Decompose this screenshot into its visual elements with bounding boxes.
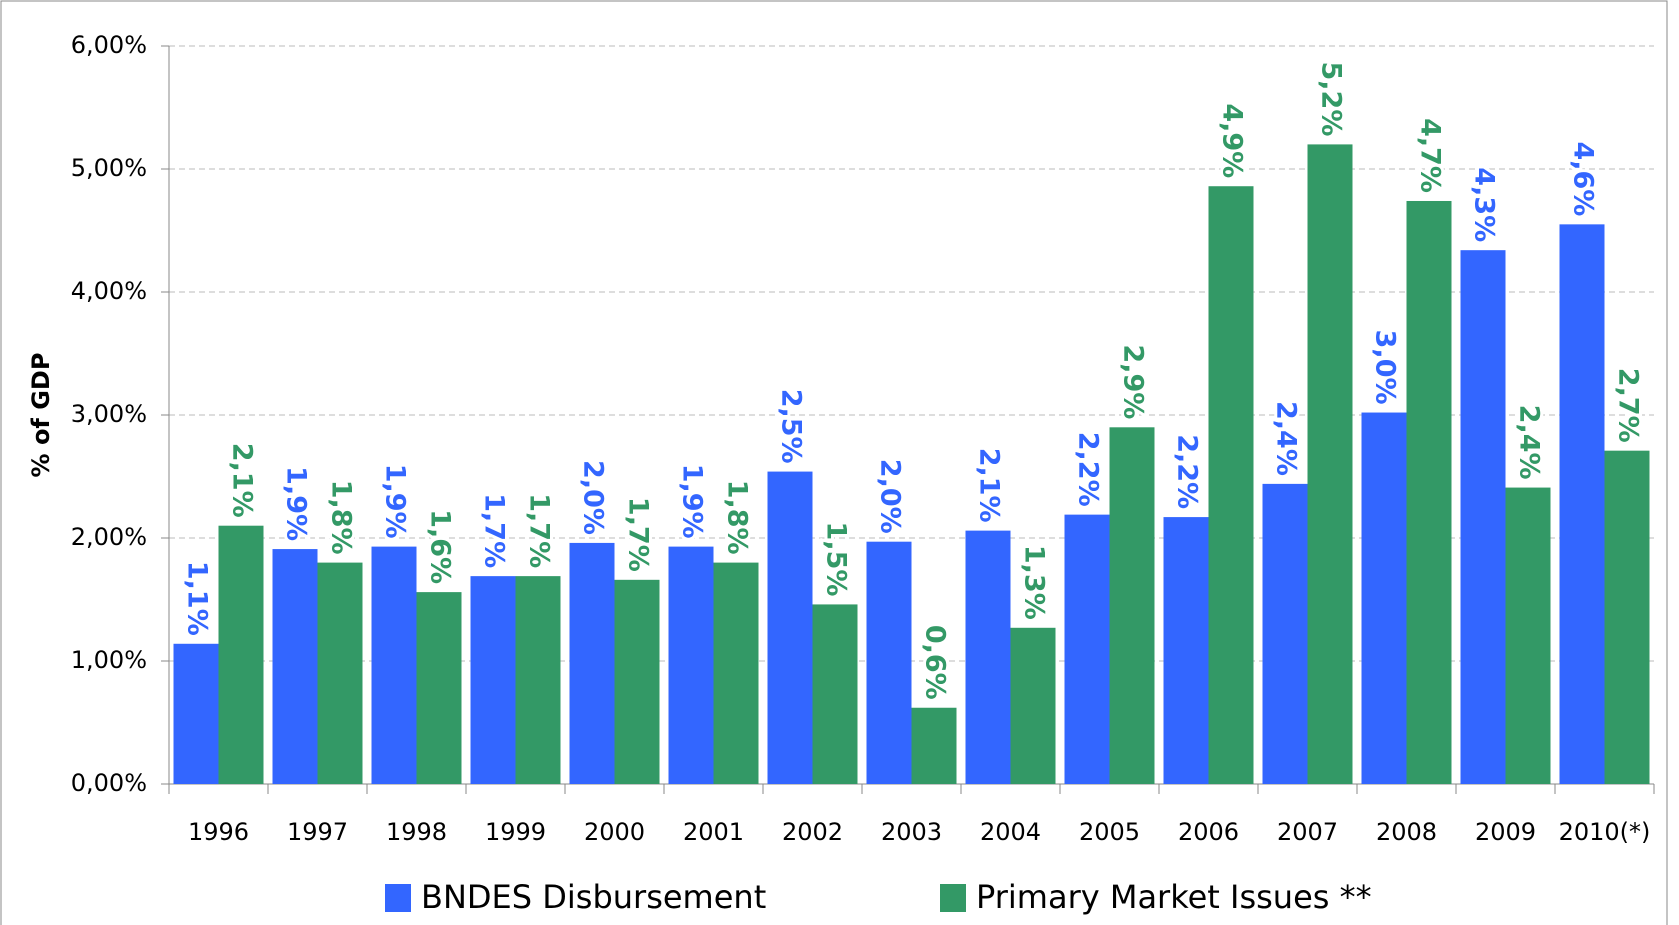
bar [1361, 412, 1407, 784]
bar [1559, 224, 1605, 785]
value-label: 1,8% [326, 480, 357, 555]
bar [965, 530, 1011, 784]
value-label: 2,7% [1613, 368, 1644, 443]
x-tick-label: 2004 [980, 818, 1041, 846]
value-label: 4,7% [1415, 118, 1446, 193]
bar [371, 546, 417, 784]
x-tick-label: 2001 [683, 818, 744, 846]
value-label: 4,9% [1217, 103, 1248, 178]
x-tick-label: 1999 [485, 818, 546, 846]
value-label: 1,7% [479, 493, 510, 568]
value-label: 1,8% [722, 480, 753, 555]
x-tick-label: 2009 [1475, 818, 1536, 846]
value-label: 2,1% [227, 443, 258, 518]
y-tick-label: 2,00% [71, 523, 147, 551]
value-label: 1,7% [524, 493, 555, 568]
bar [1208, 186, 1254, 785]
value-label: 1,9% [281, 466, 312, 541]
bar [1010, 627, 1056, 784]
value-label: 3,0% [1370, 330, 1401, 405]
bar [911, 707, 957, 784]
bar [767, 471, 813, 784]
bar [713, 562, 759, 784]
bar [515, 576, 561, 784]
y-tick-label: 1,00% [71, 646, 147, 674]
value-label: 4,3% [1469, 167, 1500, 242]
value-label: 2,0% [875, 459, 906, 534]
bar [1109, 427, 1155, 784]
legend-label: Primary Market Issues ** [976, 878, 1372, 916]
x-tick-label: 2003 [881, 818, 942, 846]
bar [569, 542, 615, 784]
bar [1460, 250, 1506, 784]
value-label: 4,6% [1568, 141, 1599, 216]
value-label: 2,1% [974, 448, 1005, 523]
bar [1604, 450, 1650, 784]
x-tick-label: 2000 [584, 818, 645, 846]
value-label: 2,4% [1514, 405, 1545, 480]
value-label: 2,4% [1271, 401, 1302, 476]
bar [1307, 144, 1353, 784]
bar [173, 643, 219, 784]
bar [1064, 514, 1110, 784]
bar [1163, 517, 1209, 784]
value-label: 1,7% [623, 497, 654, 572]
value-label: 2,2% [1172, 434, 1203, 509]
value-label: 1,1% [182, 561, 213, 636]
bar [1406, 200, 1452, 785]
value-label: 5,2% [1316, 62, 1347, 137]
bar [866, 541, 912, 784]
bar [470, 576, 516, 784]
legend-label: BNDES Disbursement [421, 878, 766, 916]
y-tick-label: 5,00% [71, 154, 147, 182]
value-label: 1,9% [677, 464, 708, 539]
bar [668, 546, 714, 784]
legend-swatch [940, 884, 966, 912]
bar [317, 562, 363, 784]
value-label: 0,6% [920, 625, 951, 700]
value-label: 1,9% [380, 464, 411, 539]
value-label: 1,6% [425, 509, 456, 584]
value-label: 2,5% [776, 389, 807, 464]
bar [812, 604, 858, 784]
x-tick-label: 1997 [287, 818, 348, 846]
x-tick-label: 2010(*) [1559, 818, 1651, 846]
value-label: 2,9% [1118, 344, 1149, 419]
y-tick-label: 6,00% [71, 31, 147, 59]
value-label: 1,5% [821, 522, 852, 597]
bar [614, 579, 660, 784]
value-label: 2,0% [578, 460, 609, 535]
bar [416, 592, 462, 784]
x-tick-label: 2007 [1277, 818, 1338, 846]
value-label: 2,2% [1073, 432, 1104, 507]
legend-swatch [385, 884, 411, 912]
x-tick-label: 1998 [386, 818, 447, 846]
bar [272, 549, 318, 784]
y-axis-label: % of GDP [27, 353, 55, 478]
bar [1505, 487, 1551, 784]
x-tick-label: 2008 [1376, 818, 1437, 846]
x-tick-label: 2006 [1178, 818, 1239, 846]
bar [218, 525, 264, 784]
y-tick-label: 0,00% [71, 769, 147, 797]
value-label: 1,3% [1019, 545, 1050, 620]
y-tick-label: 3,00% [71, 400, 147, 428]
x-tick-label: 2005 [1079, 818, 1140, 846]
x-tick-label: 1996 [188, 818, 249, 846]
x-tick-label: 2002 [782, 818, 843, 846]
y-tick-label: 4,00% [71, 277, 147, 305]
bar [1262, 483, 1308, 784]
